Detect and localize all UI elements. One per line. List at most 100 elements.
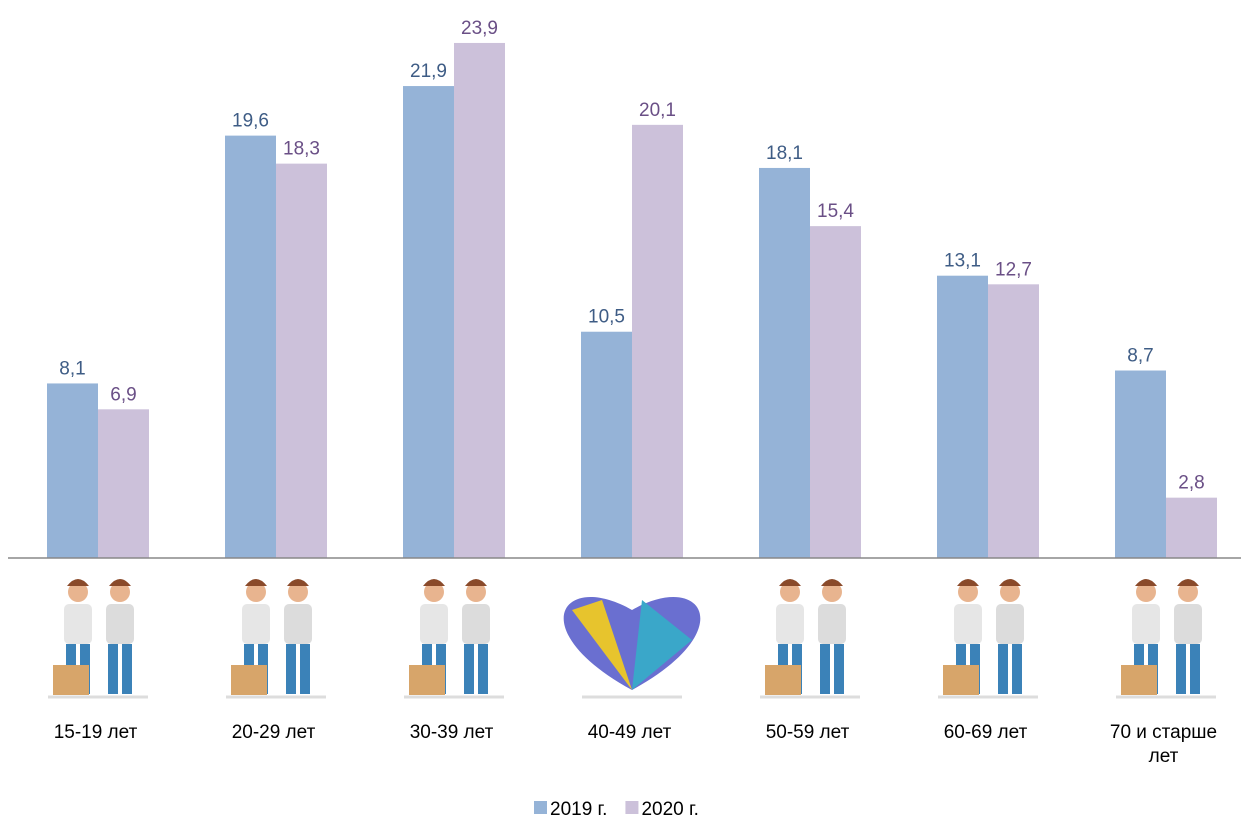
value-label: 2,8 bbox=[1178, 473, 1204, 494]
icon bbox=[1116, 579, 1216, 699]
bar bbox=[225, 135, 276, 558]
icon-part bbox=[1012, 644, 1022, 694]
x-tick-label: 70 и старше лет bbox=[1109, 722, 1218, 767]
icon-part bbox=[1132, 604, 1160, 644]
bar bbox=[47, 383, 98, 558]
value-label: 6,9 bbox=[110, 384, 136, 405]
icon-part bbox=[1190, 644, 1200, 694]
icon-part bbox=[1177, 579, 1199, 586]
icon-part bbox=[64, 604, 92, 644]
icon-part bbox=[834, 644, 844, 694]
bar bbox=[454, 42, 505, 558]
bar bbox=[403, 86, 454, 559]
icon-part bbox=[108, 644, 118, 694]
icon bbox=[226, 579, 326, 699]
icon-part bbox=[954, 604, 982, 644]
icon-part bbox=[572, 600, 632, 690]
icon-part bbox=[409, 665, 445, 695]
x-tick-label: 60-69 лет bbox=[943, 722, 1028, 743]
value-label: 23,9 bbox=[461, 18, 498, 39]
value-label: 21,9 bbox=[410, 61, 447, 82]
icon-part bbox=[300, 644, 310, 694]
icon-part bbox=[1174, 604, 1202, 644]
icon-part bbox=[67, 579, 89, 586]
bar bbox=[632, 124, 683, 558]
icon-part bbox=[996, 604, 1024, 644]
icon-part bbox=[423, 579, 445, 586]
icon-part bbox=[466, 582, 486, 602]
icon-part bbox=[284, 604, 312, 644]
bar bbox=[759, 167, 810, 558]
icon-part bbox=[1135, 579, 1157, 586]
bar bbox=[1166, 497, 1217, 558]
icon-part bbox=[822, 582, 842, 602]
bar bbox=[1115, 370, 1166, 558]
icon-part bbox=[462, 604, 490, 644]
icon-part bbox=[110, 582, 130, 602]
value-label: 10,5 bbox=[588, 307, 625, 328]
icon-part bbox=[820, 644, 830, 694]
x-tick-label: 50-59 лет bbox=[765, 722, 850, 743]
legend-swatch bbox=[625, 801, 639, 814]
icon bbox=[563, 597, 701, 699]
icon-part bbox=[106, 604, 134, 644]
icon-part bbox=[958, 582, 978, 602]
icon-part bbox=[779, 579, 801, 586]
icon-part bbox=[957, 579, 979, 586]
icon-part bbox=[464, 644, 474, 694]
icon-part bbox=[821, 579, 843, 586]
icon-part bbox=[420, 604, 448, 644]
value-label: 13,1 bbox=[944, 251, 981, 272]
icon-part bbox=[122, 644, 132, 694]
value-label: 8,7 bbox=[1127, 346, 1153, 367]
value-label: 19,6 bbox=[232, 111, 269, 132]
icon bbox=[938, 579, 1038, 699]
icon-part bbox=[1121, 665, 1157, 695]
x-tick-label: 30-39 лет bbox=[409, 722, 494, 743]
icon-part bbox=[818, 604, 846, 644]
icon-part bbox=[287, 579, 309, 586]
bar bbox=[581, 331, 632, 558]
icon-part bbox=[246, 582, 266, 602]
icon-part bbox=[1176, 644, 1186, 694]
icon-part bbox=[943, 665, 979, 695]
icon-part bbox=[68, 582, 88, 602]
icon-part bbox=[109, 579, 131, 586]
bar bbox=[810, 226, 861, 558]
icon-part bbox=[1136, 582, 1156, 602]
value-label: 12,7 bbox=[995, 259, 1032, 280]
icon-part bbox=[288, 582, 308, 602]
icon-part bbox=[245, 579, 267, 586]
value-label: 18,3 bbox=[283, 139, 320, 160]
icon-part bbox=[286, 644, 296, 694]
icon bbox=[404, 579, 504, 699]
x-tick-label: 15-19 лет bbox=[53, 722, 138, 743]
legend-label: 2020 г. bbox=[641, 799, 698, 820]
icon bbox=[760, 579, 860, 699]
bar bbox=[98, 409, 149, 558]
icon-part bbox=[478, 644, 488, 694]
icon-part bbox=[998, 644, 1008, 694]
icon-part bbox=[780, 582, 800, 602]
icon bbox=[48, 579, 148, 699]
x-tick-label: 40-49 лет bbox=[587, 722, 672, 743]
icon-part bbox=[632, 600, 692, 690]
value-label: 15,4 bbox=[817, 201, 854, 222]
bar bbox=[988, 284, 1039, 558]
icon-part bbox=[231, 665, 267, 695]
icon-part bbox=[1178, 582, 1198, 602]
x-tick-label: 20-29 лет bbox=[231, 722, 316, 743]
bar bbox=[276, 163, 327, 558]
value-label: 8,1 bbox=[59, 358, 85, 379]
bar bbox=[937, 275, 988, 558]
legend-label: 2019 г. bbox=[550, 799, 607, 820]
icon-part bbox=[53, 665, 89, 695]
legend-swatch bbox=[534, 801, 547, 814]
icon-part bbox=[776, 604, 804, 644]
icon-part bbox=[424, 582, 444, 602]
value-label: 20,1 bbox=[639, 100, 676, 121]
icon-part bbox=[999, 579, 1021, 586]
icon-part bbox=[242, 604, 270, 644]
